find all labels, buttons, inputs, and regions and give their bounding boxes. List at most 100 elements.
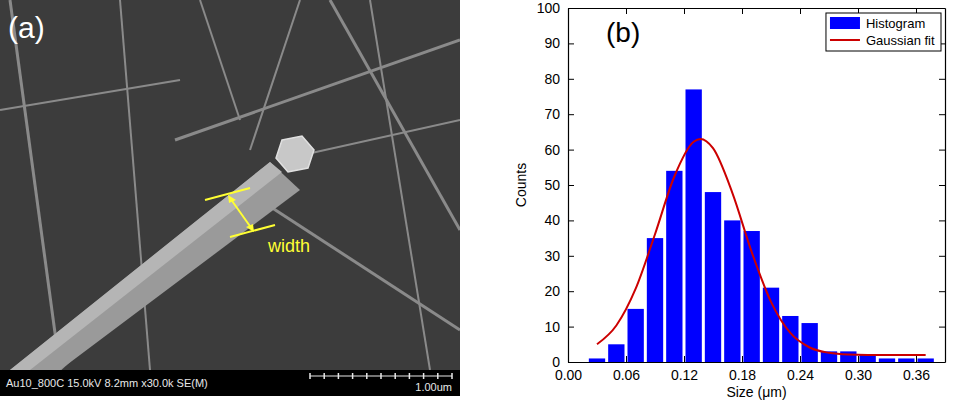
tick-label: 10 [544,319,560,335]
nanowire [0,80,180,110]
legend-item: Histogram [830,16,925,31]
tick-mark [568,79,574,80]
tick-label: 70 [544,106,560,122]
histogram-bar [840,351,856,362]
tick-label: 80 [544,71,560,87]
tick-mark [939,220,945,221]
tick-mark [939,362,945,363]
tick-mark [939,185,945,186]
tick-label: 0 [552,354,560,370]
tick-mark [684,8,685,14]
axis-line [945,9,946,363]
tick-mark [568,291,574,292]
tick-label: 0.18 [729,367,756,383]
panel-label: (a) [8,11,45,44]
nanowire [330,0,460,230]
y-axis-right [939,9,946,363]
histogram-bar [802,323,818,362]
marker-edge [205,188,250,200]
tick [939,8,945,9]
tick [939,79,945,80]
tick-label: 0.24 [787,367,814,383]
histogram-bar [724,220,740,362]
tick-label: 50 [544,177,560,193]
scale-tick [423,373,425,379]
tick: 40 [544,212,574,228]
tick: 0 [552,354,574,370]
tick: 0.30 [845,356,872,383]
legend-label: Gaussian fit [866,33,935,48]
tick-mark [800,8,801,14]
plot-marks [589,89,934,362]
x-axis: 0.000.060.120.180.240.300.36 [555,356,946,383]
tick [684,8,685,14]
tick [939,150,945,151]
tick [939,185,945,186]
tick [939,220,945,221]
tick-label: 60 [544,142,560,158]
tick-mark [568,256,574,257]
y-axis: 0102030405060708090100 [537,0,574,370]
nanowire [250,0,300,150]
nanowire [260,200,460,330]
tick-mark [939,79,945,80]
tick-label: 30 [544,248,560,264]
tick-mark [684,356,685,362]
tick-mark [800,356,801,362]
tick: 0.06 [613,356,640,383]
info-bar [0,370,460,396]
tick [626,8,627,14]
histogram-bar [647,238,663,362]
annotation: width [267,236,310,256]
scale-tick [437,373,439,379]
figure: Au10_800C 15.0kV 8.2mm x30.0k SE(M)1.00u… [0,0,980,403]
tick [939,256,945,257]
axis-line [569,362,946,363]
tick [939,362,945,363]
nanowire [200,0,240,120]
nanowire [370,0,430,370]
tick-mark [568,150,574,151]
image-background [0,0,460,370]
rod [10,162,300,370]
tick-mark [568,327,574,328]
tick-label: 0.12 [671,367,698,383]
tick-mark [939,8,945,9]
panel-label: (b) [606,17,640,48]
tick: 30 [544,248,574,264]
histogram-bar [608,344,624,362]
tick-label: 20 [544,283,560,299]
tick-label: 0.36 [903,367,930,383]
tick-mark [568,220,574,221]
tick [939,114,945,115]
tick-mark [939,327,945,328]
legend-item: Gaussian fit [830,33,935,48]
info-text: Au10_800C 15.0kV 8.2mm x30.0k SE(M) [6,377,208,389]
tick-mark [742,356,743,362]
tick-mark [568,362,574,363]
tick-label: 90 [544,35,560,51]
histogram-bar [705,192,721,362]
arrow-head [228,195,236,203]
fit-line [597,139,926,355]
y-axis-title: Counts [513,163,529,207]
histogram-bar [860,355,876,362]
legend: Histogram Gaussian fit [826,13,941,51]
width-marker [205,188,275,237]
nanowire [10,0,60,370]
tick: 50 [544,177,574,193]
tick: 70 [544,106,574,122]
rod-tip [276,136,314,172]
tick: 80 [544,71,574,87]
x-axis-title: Size (μm) [726,384,786,400]
tick-mark [916,356,917,362]
legend-swatch [830,39,860,41]
tick-mark [939,256,945,257]
tick-mark [939,114,945,115]
scale-tick [451,373,453,379]
scale-tick [366,373,368,379]
tick-mark [626,8,627,14]
tick [742,8,743,14]
tick: 0.12 [671,356,698,383]
legend-box [826,13,941,51]
